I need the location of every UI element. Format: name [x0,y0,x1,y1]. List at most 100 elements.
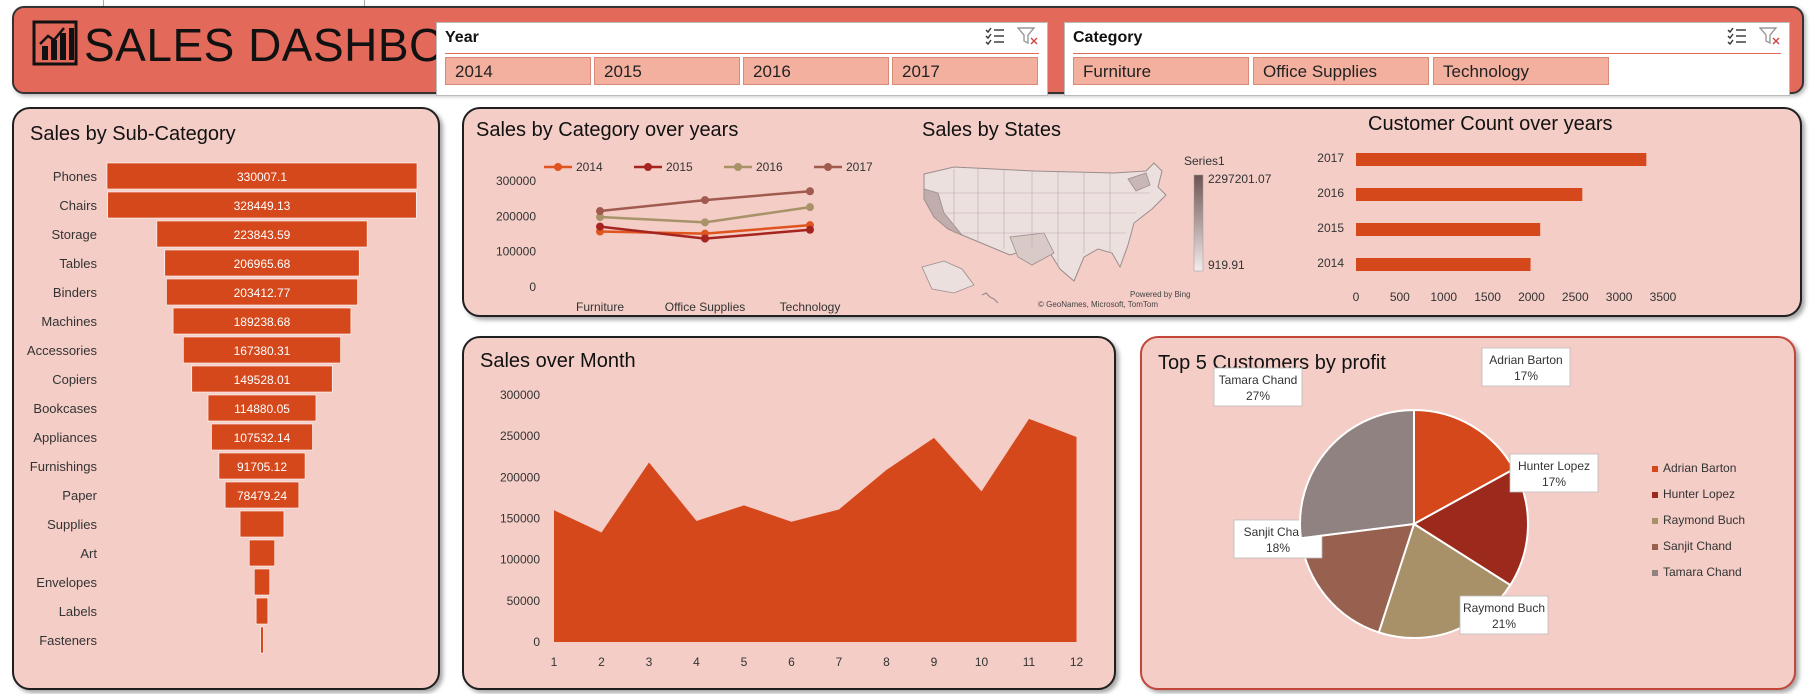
multi-select-icon[interactable] [985,27,1005,45]
category-years-legend-label: 2017 [846,160,873,174]
subcategory-axis-label: Chairs [59,198,97,213]
usa-map-shape [923,162,1167,282]
legend-series-title: Series1 [1184,154,1225,168]
customer-count-x-tick: 3000 [1606,290,1633,304]
legend-min-value: 919.91 [1208,258,1245,272]
legend-gradient-bar [1193,174,1204,272]
year-2014-button[interactable]: 2014 [445,57,591,85]
subcategory-chart-title: Sales by Sub-Category [30,123,236,145]
sales-month-x-tick: 10 [975,655,989,669]
subcategory-bar [211,423,313,451]
category-furniture-button[interactable]: Furniture [1073,57,1249,85]
subcategory-bar [253,568,271,596]
sales-month-area [554,418,1077,642]
category-years-y-tick: 100000 [496,245,536,259]
series-point [806,203,814,212]
legend-swatch-marker [644,163,652,171]
pie-slice [1413,408,1516,526]
subcategory-data-label: 91705.12 [237,460,287,474]
subcategory-bar [248,539,276,567]
series-point [806,225,814,234]
sales-month-x-tick: 8 [883,655,890,669]
customer-count-y-tick: 2017 [1317,151,1344,165]
pie-data-label-percent: 17% [1514,369,1538,383]
subcategory-bar [255,597,269,625]
subcategory-data-label: 149528.01 [234,373,291,387]
sales-month-panel: Sales over Month 300000 250000 200000 15000… [462,336,1116,690]
states-color-legend: Series1 2297201.07 919.91 [1184,154,1272,272]
slicer-divider [445,53,1039,54]
category-years-x-tick: Furniture [576,300,624,314]
subcategory-data-label: 189238.68 [234,315,291,329]
subcategory-axis-label: Appliances [33,430,97,445]
slicer-divider [1073,53,1781,54]
pie-legend-label: Hunter Lopez [1663,487,1735,501]
series-point [701,234,709,243]
subcategory-bar [191,365,333,393]
legend-swatch-marker [824,163,832,171]
legend-swatch-marker [554,163,562,171]
subcategory-axis-label: Storage [51,227,97,242]
sales-month-x-tick: 12 [1070,655,1084,669]
customer-count-x-tick: 2000 [1518,290,1545,304]
clear-filter-icon[interactable] [1759,27,1781,45]
sales-month-x-tick: 2 [598,655,605,669]
category-years-legend-label: 2016 [756,160,783,174]
year-2017-button[interactable]: 2017 [892,57,1038,85]
california-region [923,188,963,236]
customer-count-x-tick: 1500 [1474,290,1501,304]
subcategory-axis-label: Machines [41,314,97,329]
series-point [701,196,709,205]
subcategory-data-label: 78479.24 [237,489,287,503]
subcategory-axis-label: Labels [59,604,98,619]
alaska-shape [921,260,975,294]
pie-slice [1299,408,1415,540]
subcategory-axis-label: Copiers [52,372,97,387]
customer-count-bar [1356,258,1531,271]
subcategory-bar [164,249,360,277]
category-years-x-tick: Office Supplies [665,300,746,314]
map-credit-line-1: Powered by Bing [1130,290,1190,299]
subcategory-axis-label: Phones [53,169,98,184]
sales-month-chart-title: Sales over Month [480,350,636,372]
subcategory-data-label: 203412.77 [234,286,291,300]
sales-month-y-tick: 100000 [500,553,540,567]
clear-filter-icon[interactable] [1017,27,1039,45]
series-point [596,222,604,231]
subcategory-bar [224,481,300,509]
subcategory-data-label: 206965.68 [234,257,291,271]
pie-legend-swatch [1652,492,1658,498]
year-2016-button[interactable]: 2016 [743,57,889,85]
subcategory-bar [107,191,417,219]
subcategory-axis-label: Supplies [47,517,97,532]
subcategory-data-label: 223843.59 [234,228,291,242]
customer-count-x-tick: 2500 [1562,290,1589,304]
hawaii-shape [981,292,999,304]
subcategory-axis-label: Furnishings [30,459,98,474]
legend-max-value: 2297201.07 [1208,172,1272,186]
subcategory-axis-label: Bookcases [33,401,97,416]
chart-logo-icon [32,20,78,66]
category-years-y-tick: 0 [529,280,536,294]
subcategory-data-label: 107532.14 [234,431,291,445]
category-office-supplies-button[interactable]: Office Supplies [1253,57,1429,85]
pie-data-label-percent: 21% [1492,617,1516,631]
year-2015-button[interactable]: 2015 [594,57,740,85]
category-technology-button[interactable]: Technology [1433,57,1609,85]
sales-month-x-tick: 5 [741,655,748,669]
pie-legend-label: Raymond Buch [1663,513,1745,527]
pie-legend-swatch [1652,518,1658,524]
multi-select-icon[interactable] [1727,27,1747,45]
pie-data-label-name: Raymond Buch [1463,601,1545,615]
subcategory-data-label: 114880.05 [234,402,290,416]
pie-data-label-box [1509,453,1599,493]
sales-month-x-tick: 9 [931,655,938,669]
new-york-region [1127,172,1151,192]
pie-data-label-box [1459,595,1549,635]
category-years-line-chart: 300000 200000 100000 0 Furniture Office Suppl… [496,160,873,314]
pie-legend-swatch [1652,466,1658,472]
sales-month-y-tick: 50000 [507,594,541,608]
subcategory-axis-label: Tables [59,256,97,271]
subcategory-bar [207,394,317,422]
